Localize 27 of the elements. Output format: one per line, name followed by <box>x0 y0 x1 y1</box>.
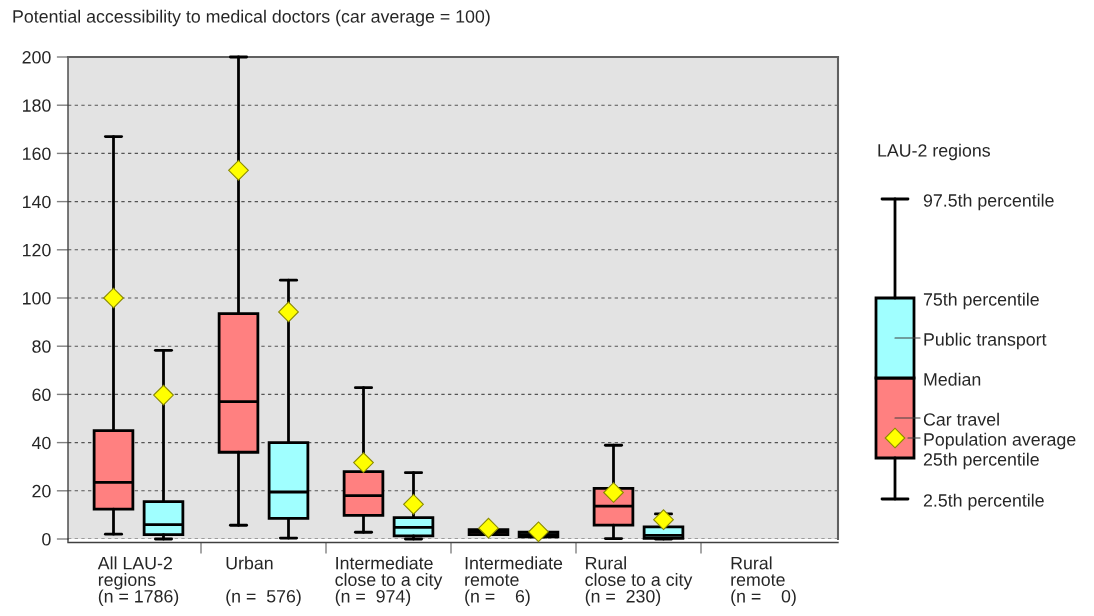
text: Median <box>924 372 981 386</box>
y-tick-label: 160 <box>23 147 51 161</box>
y-tick-label: 120 <box>23 243 51 257</box>
text: 25th percentile <box>923 452 1039 470</box>
text: 97.5th percentile <box>923 193 1054 211</box>
y-tick-label: 140 <box>23 195 51 209</box>
y-tick-label: 40 <box>31 436 51 450</box>
y-tick-label: 200 <box>22 51 51 64</box>
text: 75th percentile <box>923 292 1039 310</box>
y-tick-label: 180 <box>23 99 51 112</box>
chart-title: Potential accessibility to medical doctors (car average = 100) <box>13 9 490 27</box>
legend-label: Public transport <box>924 332 1047 350</box>
x-tick-label: Urban (n = 576) <box>226 556 301 607</box>
x-tick-label: Rural close to a city (n = 230) <box>585 556 693 607</box>
y-tick-label: 100 <box>23 292 51 305</box>
text: Population average <box>924 432 1076 450</box>
y-tick-label: 20 <box>32 484 51 498</box>
x-tick-label: Intermediate close to a city (n = 974) <box>335 556 443 607</box>
y-tick-label: 60 <box>32 388 51 402</box>
x-tick-label: All LAU-2 regions (n = 1786) <box>97 556 179 607</box>
y-tick-label: 0 <box>42 533 51 546</box>
y-tick-label: 80 <box>32 340 51 353</box>
x-tick-label: Rural remote (n = 0) <box>731 556 796 607</box>
legend-label: Car travel <box>923 412 999 426</box>
text: 2.5th percentile <box>923 493 1044 511</box>
legend-title: LAU-2 regions <box>878 143 990 161</box>
x-tick-label: Intermediate remote (n = 6) <box>465 556 563 607</box>
